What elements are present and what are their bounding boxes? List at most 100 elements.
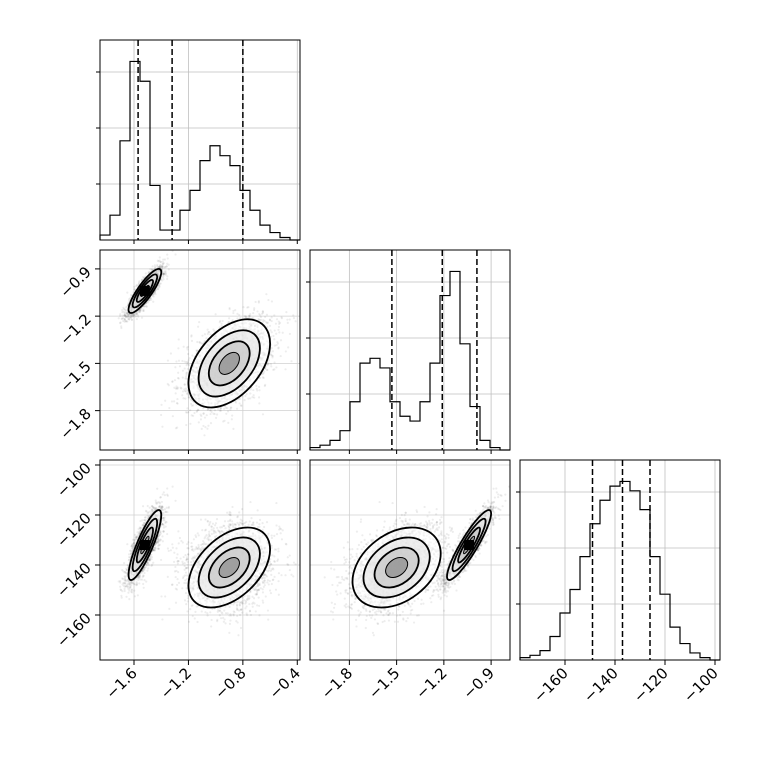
sample-point xyxy=(125,312,129,315)
sample-point xyxy=(243,399,246,402)
sample-point xyxy=(119,314,122,317)
sample-point xyxy=(165,265,168,268)
sample-point xyxy=(186,348,189,351)
histogram-step-line xyxy=(309,270,510,451)
sample-point xyxy=(181,390,185,393)
sample-point xyxy=(209,422,213,425)
sample-point xyxy=(290,360,293,363)
sample-point xyxy=(177,347,180,350)
sample-point xyxy=(185,373,188,376)
sample-point xyxy=(124,320,128,323)
sample-point xyxy=(139,309,142,312)
sample-point xyxy=(259,314,262,317)
sample-point xyxy=(133,315,136,318)
sample-point xyxy=(267,363,270,366)
sample-point xyxy=(196,340,199,344)
sample-point xyxy=(183,383,186,386)
sample-point xyxy=(161,263,164,266)
sample-point xyxy=(167,263,170,266)
sample-point xyxy=(226,410,230,413)
sample-point xyxy=(273,338,276,341)
sample-point xyxy=(164,273,167,276)
sample-point xyxy=(161,425,164,428)
sample-point xyxy=(268,324,272,327)
sample-point xyxy=(254,300,257,304)
sample-point xyxy=(198,341,201,344)
sample-point xyxy=(229,408,232,411)
sample-point xyxy=(231,414,234,417)
sample-point xyxy=(287,346,290,349)
sample-point xyxy=(214,416,218,420)
sample-point xyxy=(280,317,284,320)
sample-point xyxy=(269,329,272,332)
sample-point xyxy=(127,313,130,317)
sample-point xyxy=(162,273,166,276)
sample-point xyxy=(209,409,212,412)
sample-point xyxy=(190,414,193,417)
sample-point xyxy=(277,328,280,331)
sample-point xyxy=(223,407,226,410)
sample-point xyxy=(268,318,272,321)
sample-point xyxy=(150,268,154,271)
sample-point xyxy=(277,346,280,349)
sample-point xyxy=(201,334,204,337)
sample-point xyxy=(212,328,215,331)
sample-point xyxy=(256,310,259,313)
sample-point xyxy=(276,342,280,345)
sample-point xyxy=(265,368,269,371)
sample-point xyxy=(249,388,252,391)
sample-point xyxy=(270,300,274,303)
sample-point xyxy=(189,409,192,412)
sample-point xyxy=(126,316,129,319)
sample-point xyxy=(261,372,264,376)
sample-point xyxy=(135,283,138,287)
sample-point xyxy=(218,409,221,412)
sample-point xyxy=(219,409,222,412)
sample-point xyxy=(261,310,264,313)
sample-point xyxy=(258,402,261,405)
sample-point xyxy=(161,265,164,268)
sample-point xyxy=(255,387,258,390)
sample-point xyxy=(278,321,282,324)
sample-point xyxy=(125,320,128,323)
sample-point xyxy=(186,411,189,414)
sample-point xyxy=(279,339,283,342)
sample-point xyxy=(260,318,263,322)
sample-point xyxy=(184,387,188,390)
sample-point xyxy=(162,272,165,275)
sample-point xyxy=(209,412,212,416)
sample-point xyxy=(126,315,130,318)
sample-point xyxy=(264,383,267,386)
sample-point xyxy=(161,266,164,269)
sample-point xyxy=(260,312,264,315)
sample-point xyxy=(197,408,200,412)
sample-point xyxy=(249,392,252,395)
sample-point xyxy=(129,297,132,300)
sample-point xyxy=(262,372,265,375)
sample-point xyxy=(134,315,138,318)
sample-point xyxy=(137,315,140,318)
sample-point xyxy=(148,298,151,302)
sample-point xyxy=(210,410,213,414)
sample-point xyxy=(127,312,130,315)
sample-point xyxy=(132,288,136,291)
sample-point xyxy=(266,368,269,372)
sample-point xyxy=(182,345,185,348)
sample-point xyxy=(257,301,260,304)
sample-point xyxy=(272,368,275,371)
sample-point xyxy=(119,321,122,324)
sample-point xyxy=(247,306,250,309)
sample-point xyxy=(270,331,273,334)
sample-point xyxy=(166,253,169,256)
sample-point xyxy=(195,410,198,413)
sample-point xyxy=(188,357,191,360)
sample-point xyxy=(196,408,200,411)
sample-point xyxy=(246,306,249,309)
sample-point xyxy=(184,375,188,378)
sample-point xyxy=(127,314,130,318)
sample-point xyxy=(166,382,169,386)
sample-point xyxy=(193,411,196,415)
sample-point xyxy=(209,333,212,336)
sample-point xyxy=(153,291,156,294)
